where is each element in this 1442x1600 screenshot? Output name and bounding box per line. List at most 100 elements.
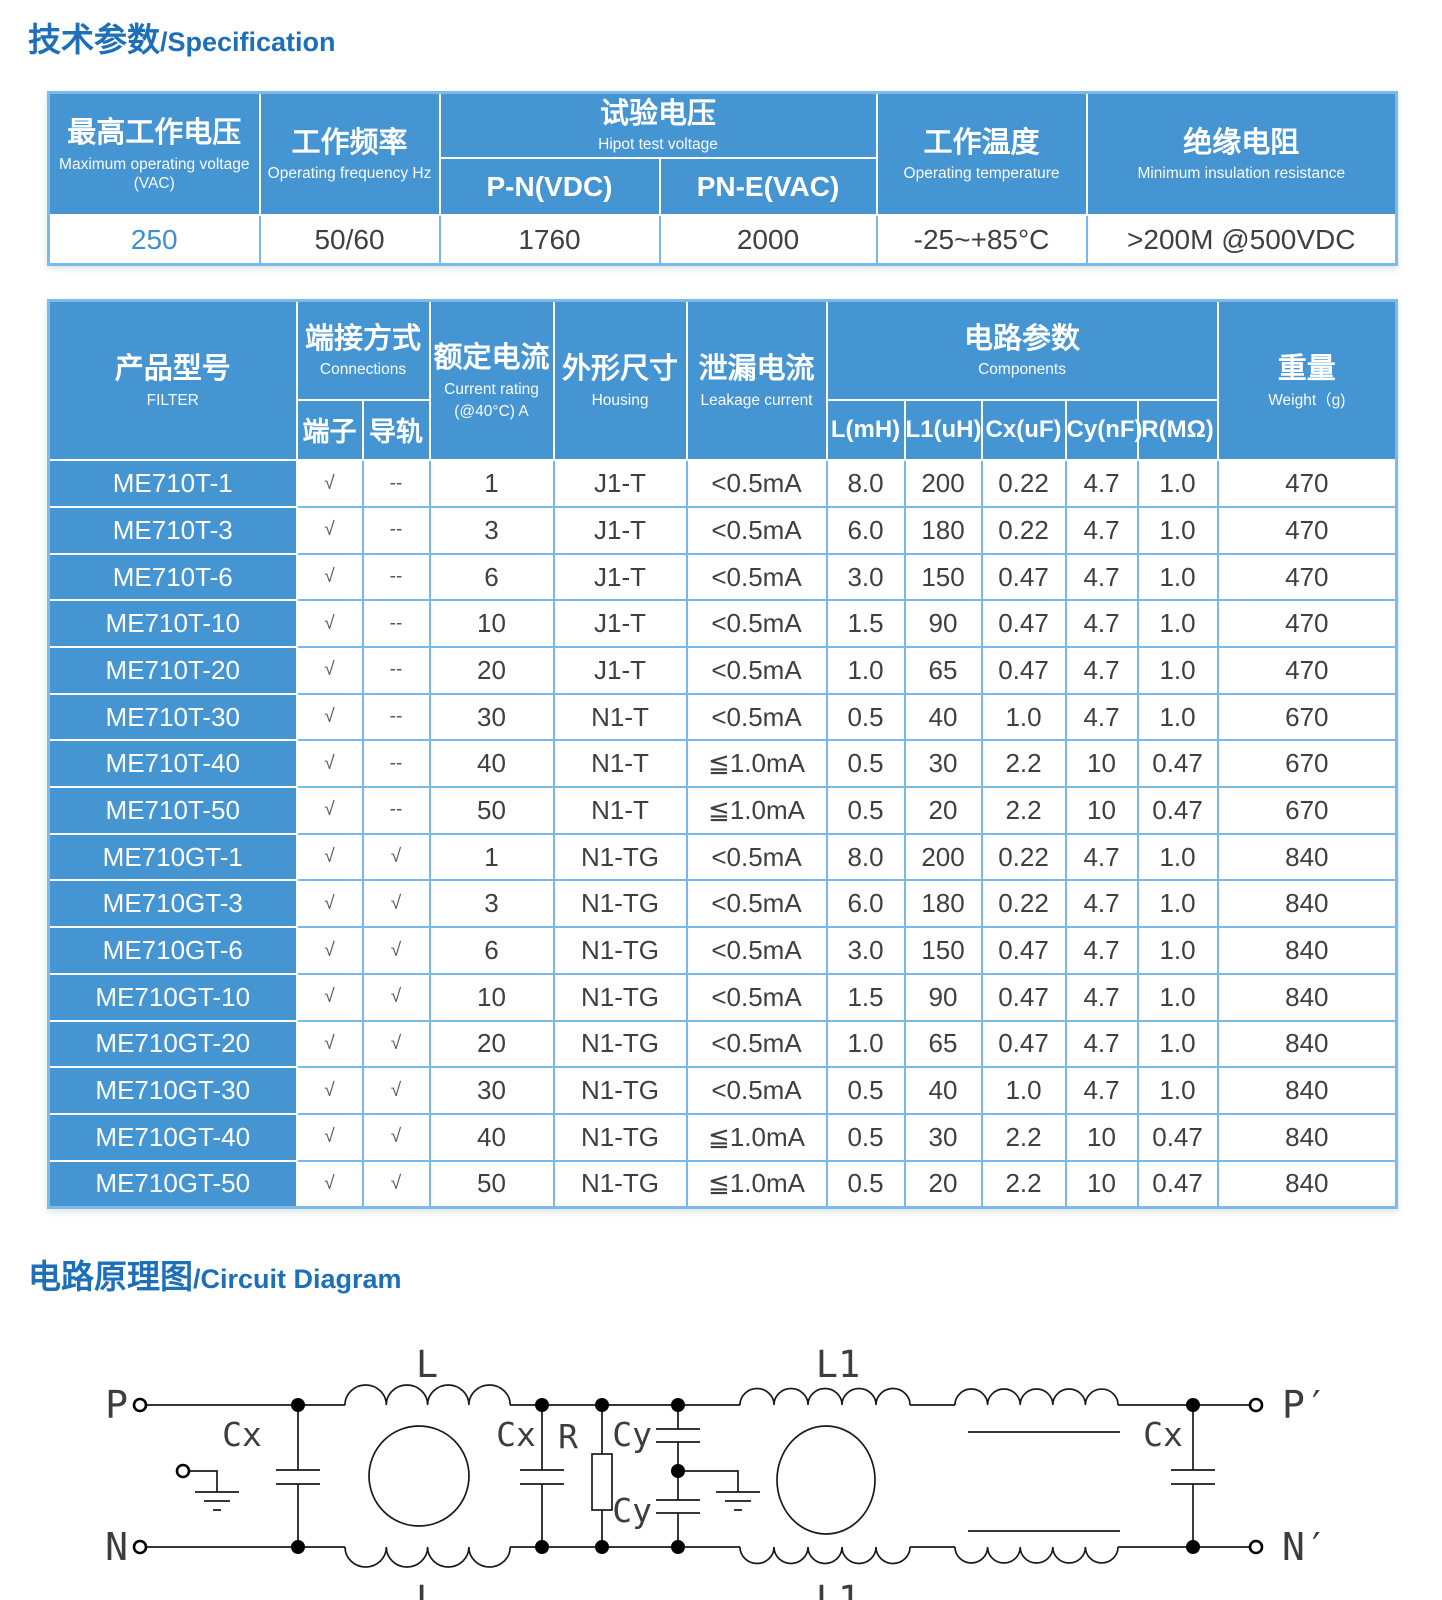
cell-current: 40: [428, 739, 555, 789]
cell-terminal: √: [295, 786, 364, 835]
cell-cx: 0.47: [980, 1019, 1067, 1069]
header-zh: 最高工作电压: [67, 117, 242, 150]
header-operating-temperature: 工作温度 Operating temperature: [875, 91, 1088, 217]
cell-cx: 1.0: [980, 1066, 1067, 1115]
cell-current: 3: [428, 505, 555, 555]
cell-model: ME710T-40: [47, 739, 298, 789]
cell-leakage: ≦1.0mA: [685, 1159, 828, 1209]
cell-terminal: √: [295, 1066, 364, 1115]
header-en: Connections: [319, 361, 407, 379]
cell-r: 1.0: [1136, 552, 1219, 602]
cell-rail: √: [361, 926, 431, 975]
table-row: ME710GT-1 √ √ 1 N1-TG <0.5mA 8.0 200 0.22 4.7 1.0 8…: [47, 832, 1398, 882]
cell-housing: N1-T: [552, 739, 688, 789]
cell-leakage: <0.5mA: [685, 832, 828, 882]
cell-rail: --: [361, 739, 431, 789]
cell-leakage: ≦1.0mA: [685, 739, 828, 789]
cell-model: ME710GT-30: [47, 1066, 298, 1115]
header-en: Operating frequency Hz: [267, 165, 432, 183]
header-current-rating: 额定电流 Current rating (@40°C) A: [428, 299, 555, 462]
table-row: ME710GT-20 √ √ 20 N1-TG <0.5mA 1.0 65 0.47 4.7 1.0…: [47, 1019, 1398, 1069]
header-filter-model: 产品型号 FILTER: [47, 299, 298, 462]
header-zh: 额定电流: [433, 342, 550, 375]
cell-cx: 0.22: [980, 832, 1067, 882]
header-cx-uf: Cx(uF): [980, 398, 1067, 462]
cell-terminal: √: [295, 459, 364, 508]
header-pne-vac: PN-E(VAC): [658, 156, 878, 217]
ground-input-wire: [189, 1469, 239, 1511]
cell-l: 6.0: [825, 879, 906, 929]
header-zh: 重量: [1277, 353, 1336, 386]
cell-l: 8.0: [825, 832, 906, 882]
cell-cy: 4.7: [1064, 552, 1139, 602]
circuit-rails: [146, 1403, 1256, 1548]
label-n-out: N′: [1282, 1525, 1328, 1569]
cell-l1: 200: [903, 459, 983, 508]
table-row: ME710GT-3 √ √ 3 N1-TG <0.5mA 6.0 180 0.22 4.7 1.0 8…: [47, 879, 1398, 929]
cell-cx: 0.22: [980, 879, 1067, 929]
cell-l1: 65: [903, 1019, 983, 1069]
cell-housing: J1-T: [552, 459, 688, 508]
value-temperature: -25~+85°C: [875, 214, 1088, 266]
terminal-earth: [175, 1463, 191, 1478]
header-en: Weight（g): [1268, 391, 1346, 409]
cell-housing: N1-TG: [552, 832, 688, 882]
cell-cx: 2.2: [980, 786, 1067, 835]
header-insulation-resistance: 绝缘电阻 Minimum insulation resistance: [1085, 91, 1398, 217]
circuit-diagram: P N P′ N′ L L L1 L1 Cx Cx Cx R Cy Cy: [0, 1322, 1442, 1600]
value-pne-vac: 2000: [658, 214, 878, 266]
cell-model: ME710T-1: [47, 459, 298, 508]
cell-l1: 150: [903, 926, 983, 975]
table-row: ME710T-6 √ -- 6 J1-T <0.5mA 3.0 150 0.47 4.7 1.0 47…: [47, 552, 1398, 602]
header-terminal: 端子: [295, 398, 364, 462]
cell-terminal: √: [295, 1112, 364, 1162]
cell-l: 1.0: [825, 1019, 906, 1069]
cell-housing: J1-T: [552, 646, 688, 695]
cell-rail: √: [361, 832, 431, 882]
cell-current: 40: [428, 1112, 555, 1162]
cell-weight: 840: [1216, 832, 1398, 882]
label-l1-top: L1: [816, 1343, 861, 1386]
cell-cx: 2.2: [980, 1159, 1067, 1209]
cell-weight: 840: [1216, 1159, 1398, 1209]
cell-rail: √: [361, 1112, 431, 1162]
header-en: Housing: [591, 391, 649, 409]
header-r-mohm: R(MΩ): [1136, 398, 1219, 462]
cell-cy: 4.7: [1064, 459, 1139, 508]
terminal-p-in: [132, 1397, 148, 1412]
table-row: ME710T-3 √ -- 3 J1-T <0.5mA 6.0 180 0.22 4.7 1.0 47…: [47, 505, 1398, 555]
section-title-specification: 技术参数/Specification: [28, 21, 1442, 58]
cell-l1: 40: [903, 1066, 983, 1115]
cell-current: 3: [428, 879, 555, 929]
label-cx3: Cx: [1143, 1415, 1183, 1454]
models-table: 产品型号 FILTER 端接方式 Connections 额定电流 Curren…: [47, 299, 1399, 1210]
cell-leakage: <0.5mA: [685, 646, 828, 695]
cell-r: 1.0: [1136, 505, 1219, 555]
header-en: Maximum operating voltage (VAC): [59, 155, 265, 192]
value-pn-vdc: 1760: [438, 214, 661, 266]
cell-model: ME710T-30: [47, 692, 298, 742]
cell-l: 0.5: [825, 786, 906, 835]
cell-weight: 670: [1216, 786, 1398, 835]
cell-model: ME710GT-50: [47, 1159, 298, 1209]
cell-current: 10: [428, 599, 555, 649]
choke-l1-core-lines: [968, 1430, 1120, 1532]
cell-terminal: √: [295, 1159, 364, 1209]
capacitor-cx2: [520, 1404, 564, 1547]
cell-rail: --: [361, 599, 431, 649]
ground-mid-wire: [678, 1469, 760, 1511]
terminal-n-in: [132, 1539, 148, 1554]
cell-leakage: <0.5mA: [685, 1066, 828, 1115]
cell-weight: 470: [1216, 505, 1398, 555]
cell-cy: 10: [1064, 786, 1139, 835]
header-housing: 外形尺寸 Housing: [552, 299, 688, 462]
header-din-rail: 导轨: [361, 398, 431, 462]
cell-weight: 470: [1216, 646, 1398, 695]
cell-terminal: √: [295, 926, 364, 975]
label-l1-bottom: L1: [816, 1578, 861, 1600]
cell-leakage: <0.5mA: [685, 505, 828, 555]
cell-l1: 180: [903, 879, 983, 929]
cell-housing: N1-TG: [552, 972, 688, 1022]
header-l1-uh: L1(uH): [903, 398, 983, 462]
cell-housing: N1-TG: [552, 1019, 688, 1069]
